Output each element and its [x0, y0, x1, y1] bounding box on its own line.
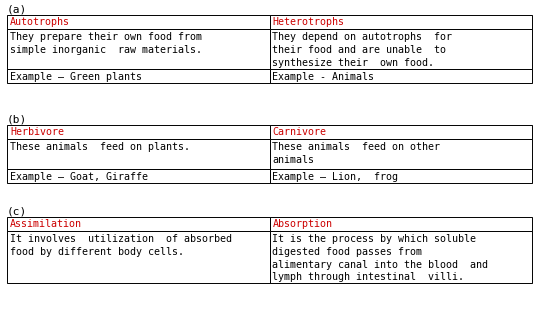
Bar [270, 29, 532, 69]
Bar [7, 169, 270, 183]
Text: Example – Green plants: Example – Green plants [10, 72, 142, 82]
Text: They prepare their own food from
simple inorganic  raw materials.: They prepare their own food from simple … [10, 32, 202, 55]
Bar [270, 217, 532, 231]
Text: These animals  feed on other
animals: These animals feed on other animals [273, 142, 440, 165]
Bar [7, 231, 270, 283]
Bar [7, 139, 270, 169]
Bar [7, 29, 270, 69]
Text: It is the process by which soluble
digested food passes from
alimentary canal in: It is the process by which soluble diges… [273, 234, 488, 282]
Bar [7, 217, 270, 231]
Text: Heterotrophs: Heterotrophs [273, 17, 344, 27]
Bar [7, 15, 270, 29]
Bar [270, 69, 532, 83]
Text: Autotrophs: Autotrophs [10, 17, 70, 27]
Text: Assimilation: Assimilation [10, 219, 82, 229]
Text: Example - Animals: Example - Animals [273, 72, 375, 82]
Bar [270, 15, 532, 29]
Text: (a): (a) [7, 4, 27, 14]
Bar [7, 125, 270, 139]
Text: (b): (b) [7, 114, 27, 124]
Bar [270, 139, 532, 169]
Bar [270, 125, 532, 139]
Text: Example – Lion,  frog: Example – Lion, frog [273, 172, 398, 182]
Text: (c): (c) [7, 206, 27, 216]
Bar [270, 169, 532, 183]
Text: Absorption: Absorption [273, 219, 333, 229]
Text: Herbivore: Herbivore [10, 127, 64, 137]
Text: Example – Goat, Giraffe: Example – Goat, Giraffe [10, 172, 148, 182]
Text: Carnivore: Carnivore [273, 127, 327, 137]
Text: It involves  utilization  of absorbed
food by different body cells.: It involves utilization of absorbed food… [10, 234, 232, 257]
Bar [7, 69, 270, 83]
Text: These animals  feed on plants.: These animals feed on plants. [10, 142, 190, 152]
Text: They depend on autotrophs  for
their food and are unable  to
synthesize their  o: They depend on autotrophs for their food… [273, 32, 453, 68]
Bar [270, 231, 532, 283]
